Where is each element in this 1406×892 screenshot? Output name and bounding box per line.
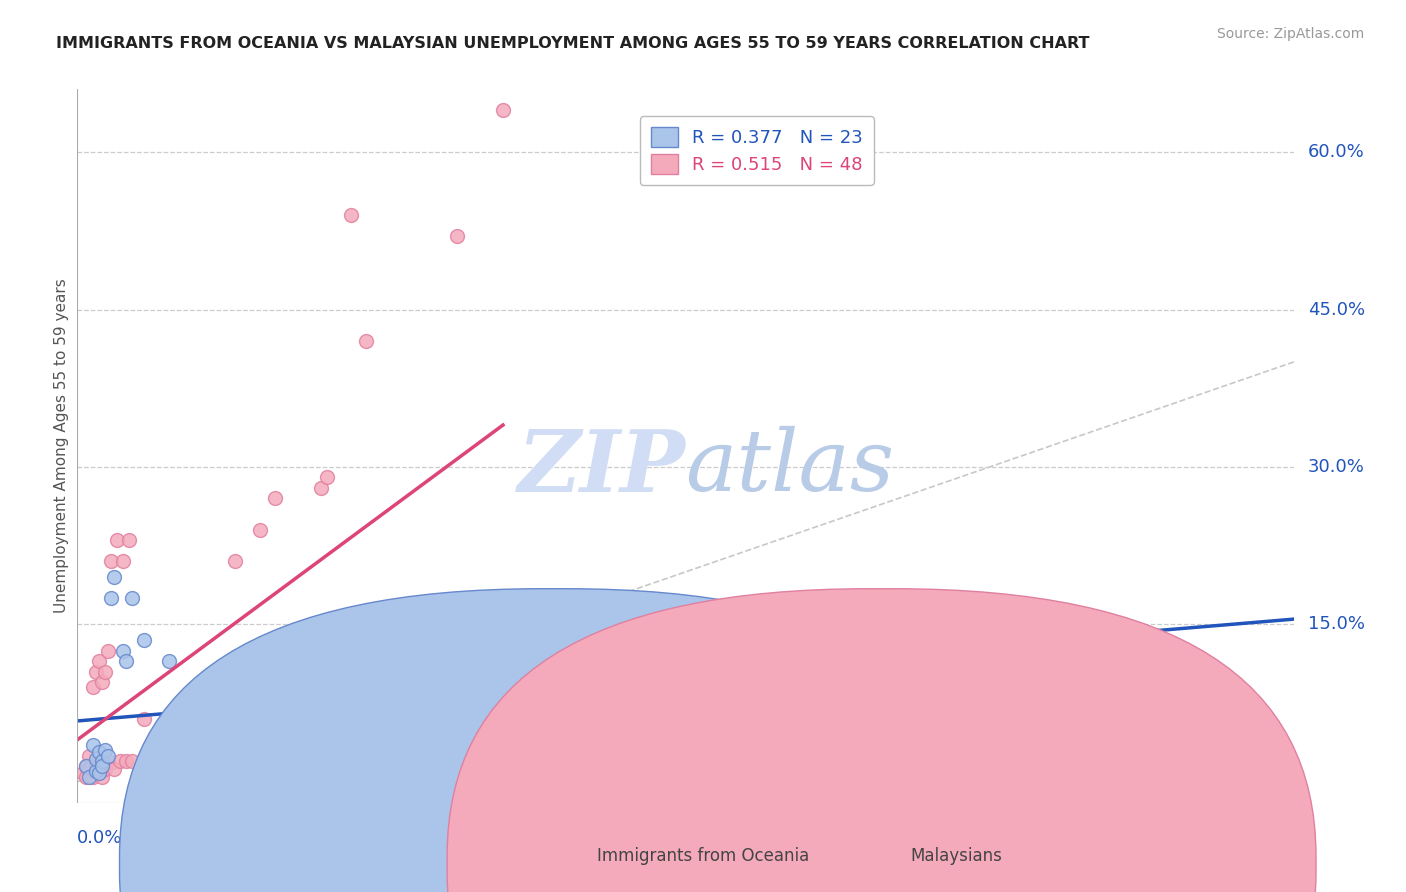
Point — [121, 591, 143, 606]
Point — [354, 334, 377, 348]
Point — [100, 591, 122, 606]
Text: 45.0%: 45.0% — [1308, 301, 1365, 318]
Point — [309, 481, 332, 495]
Point — [157, 754, 180, 768]
Point — [79, 748, 101, 763]
Point — [170, 735, 193, 749]
Point — [90, 754, 112, 768]
Text: 40.0%: 40.0% — [1237, 829, 1294, 847]
Point — [82, 738, 104, 752]
Text: 60.0%: 60.0% — [1308, 143, 1365, 161]
Point — [492, 103, 515, 118]
Text: Source: ZipAtlas.com: Source: ZipAtlas.com — [1216, 27, 1364, 41]
Point — [181, 754, 204, 768]
Point — [87, 766, 110, 780]
Point — [115, 754, 138, 768]
Text: 15.0%: 15.0% — [1308, 615, 1365, 633]
Point — [145, 762, 167, 776]
Point — [134, 712, 156, 726]
Point — [315, 470, 337, 484]
Y-axis label: Unemployment Among Ages 55 to 59 years: Unemployment Among Ages 55 to 59 years — [53, 278, 69, 614]
Point — [108, 754, 131, 768]
Point — [416, 735, 439, 749]
Point — [105, 533, 128, 548]
Point — [90, 675, 112, 690]
Point — [103, 762, 125, 776]
Point — [157, 654, 180, 668]
Point — [87, 654, 110, 668]
Point — [157, 735, 180, 749]
Point — [84, 762, 107, 776]
Text: atlas: atlas — [686, 426, 894, 508]
Point — [75, 770, 97, 784]
Point — [90, 759, 112, 773]
Point — [79, 762, 101, 776]
Point — [87, 759, 110, 773]
Point — [87, 752, 110, 766]
Point — [194, 682, 217, 697]
Point — [75, 759, 97, 773]
Point — [93, 762, 115, 776]
Point — [111, 554, 134, 568]
Point — [75, 759, 97, 773]
Point — [121, 754, 143, 768]
Legend: R = 0.377   N = 23, R = 0.515   N = 48: R = 0.377 N = 23, R = 0.515 N = 48 — [640, 116, 873, 185]
Point — [249, 523, 271, 537]
Point — [264, 491, 287, 506]
Point — [97, 643, 120, 657]
Text: IMMIGRANTS FROM OCEANIA VS MALAYSIAN UNEMPLOYMENT AMONG AGES 55 TO 59 YEARS CORR: IMMIGRANTS FROM OCEANIA VS MALAYSIAN UNE… — [56, 36, 1090, 51]
Point — [79, 770, 101, 784]
Text: Immigrants from Oceania: Immigrants from Oceania — [598, 847, 808, 865]
Point — [918, 654, 941, 668]
Text: 30.0%: 30.0% — [1308, 458, 1365, 476]
Point — [84, 665, 107, 679]
Point — [82, 681, 104, 695]
Point — [148, 735, 170, 749]
Point — [115, 654, 138, 668]
Point — [111, 643, 134, 657]
Point — [224, 554, 246, 568]
Point — [218, 743, 240, 757]
Point — [84, 764, 107, 779]
Point — [205, 762, 228, 776]
Text: Malaysians: Malaysians — [910, 847, 1002, 865]
Point — [90, 770, 112, 784]
Point — [188, 743, 211, 757]
Point — [93, 743, 115, 757]
Point — [118, 533, 141, 548]
Point — [97, 754, 120, 768]
Point — [87, 746, 110, 760]
Point — [82, 770, 104, 784]
Point — [103, 570, 125, 584]
Point — [100, 554, 122, 568]
Point — [340, 208, 363, 222]
Point — [370, 735, 392, 749]
Point — [93, 665, 115, 679]
Point — [72, 766, 94, 780]
Point — [278, 643, 301, 657]
Text: ZIP: ZIP — [517, 425, 686, 509]
Point — [97, 748, 120, 763]
Point — [84, 752, 107, 766]
Point — [446, 229, 468, 244]
Point — [477, 654, 499, 668]
Text: 0.0%: 0.0% — [77, 829, 122, 847]
Point — [90, 754, 112, 768]
Point — [84, 759, 107, 773]
Point — [134, 633, 156, 648]
